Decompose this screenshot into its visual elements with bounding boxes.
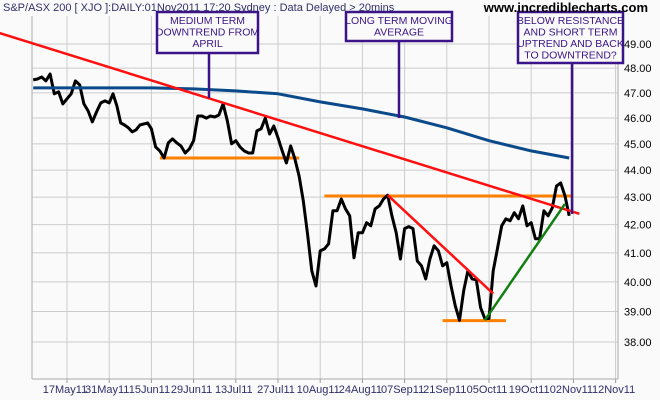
x-tick-label: 21Sep11 [423, 384, 466, 396]
axes: 49.00 48.00 47.00 46.00 45.00 44.00 43.00 42.00… [31, 16, 652, 396]
callout-text: LONG TERM MOVING [345, 15, 453, 27]
series [32, 72, 571, 322]
x-tick-label: 12Nov11 [592, 384, 635, 396]
x-tick-label: 05Oct11 [467, 384, 508, 396]
y-tick-label: 49.00 [624, 39, 652, 51]
y-tick-label: 44.00 [624, 165, 652, 177]
callout-text: APRIL [192, 38, 223, 50]
callout-box [516, 10, 625, 65]
brand-logo[interactable]: www.incrediblecharts.com [483, 0, 648, 15]
callout-text: BELOW RESISTANCE [517, 15, 624, 27]
callout-text: AVERAGE [374, 27, 424, 39]
chart-title: S&P/ASX 200 [ XJO ]:DAILY:01Nov2011 17:2… [3, 2, 395, 14]
moving-average-line [33, 86, 570, 160]
y-tick-label: 39.00 [624, 307, 652, 319]
callout-text: DOWNTREND FROM [156, 27, 259, 39]
callout-text: AND SHORT TERM [524, 27, 618, 39]
callout-text: MEDIUM TERM [170, 15, 245, 27]
x-tick-label: 17May11 [43, 384, 87, 396]
x-tick-label: 31May11 [85, 384, 129, 396]
callout-box [344, 10, 454, 43]
x-tick-label: 13Jul11 [215, 384, 253, 396]
x-tick-label: 07Sep11 [381, 384, 424, 396]
y-tick-label: 47.00 [624, 88, 652, 100]
x-tick-label: 15Jun11 [129, 384, 170, 396]
y-tick-label: 48.00 [624, 63, 652, 75]
y-tick-label: 42.00 [624, 220, 652, 232]
x-tick-label: 27Jul11 [257, 384, 295, 396]
trendline-line [0, 31, 580, 216]
y-tick-label: 45.00 [624, 139, 652, 151]
x-tick-label: 10Aug11 [297, 384, 340, 396]
callout-text: UPTREND AND BACK [517, 38, 624, 50]
y-tick-label: 38.00 [624, 337, 652, 349]
callout-text: TO DOWNTREND? [524, 50, 617, 62]
y-tick-label: 40.00 [624, 277, 652, 289]
y-tick-label: 41.00 [624, 248, 652, 260]
callout-box [155, 10, 260, 55]
x-tick-label: 29Jun11 [171, 384, 212, 396]
x-tick-label: 02Nov11 [550, 384, 593, 396]
y-tick-label: 46.00 [624, 113, 652, 125]
indicator-lines [159, 156, 574, 323]
trendline-line [386, 194, 495, 295]
uptrend-line [483, 203, 566, 322]
price-series-line [32, 72, 571, 322]
y-tick-label: 43.00 [624, 192, 652, 204]
trend-lines [0, 31, 580, 322]
x-tick-label: 24Aug11 [339, 384, 382, 396]
x-tick-label: 19Oct11 [509, 384, 550, 396]
